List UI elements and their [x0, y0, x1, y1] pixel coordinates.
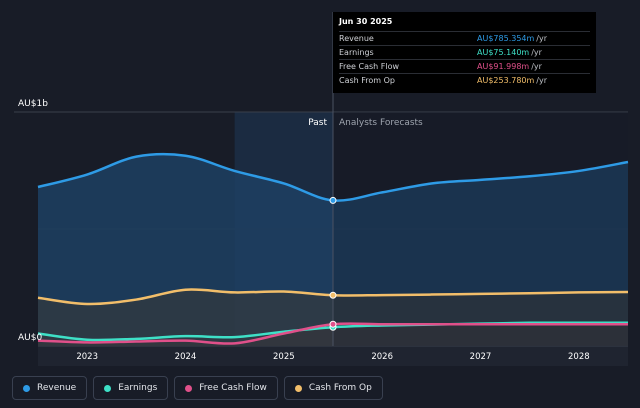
x-tick-label: 2024 [175, 352, 197, 362]
legend-item-earnings[interactable]: Earnings [93, 376, 169, 400]
tooltip-label: Free Cash Flow [339, 62, 400, 71]
tooltip-label: Earnings [339, 48, 374, 57]
cash-from-op-dot-icon [294, 384, 302, 392]
tooltip-value: AU$253.780m [477, 76, 535, 85]
cash-from-op-marker [329, 291, 337, 299]
legend: Revenue Earnings Free Cash Flow Cash Fro… [12, 376, 383, 400]
legend-label: Earnings [118, 383, 158, 393]
tooltip-value: AU$75.140m [477, 48, 530, 57]
legend-item-revenue[interactable]: Revenue [12, 376, 88, 400]
tooltip-row-revenue: Revenue AU$785.354m /yr [339, 31, 590, 45]
tooltip-row-cash-from-op: Cash From Op AU$253.780m /yr [339, 73, 590, 87]
revenue-dot-icon [23, 384, 30, 392]
y-axis-top-label: AU$1b [18, 99, 48, 109]
revenue-marker [329, 196, 337, 204]
legend-item-free-cash-flow[interactable]: Free Cash Flow [174, 376, 278, 400]
tooltip: Jun 30 2025 Revenue AU$785.354m /yr Earn… [333, 12, 596, 93]
tooltip-unit: /yr [536, 34, 548, 43]
free-cash-flow-dot-icon [185, 384, 193, 392]
past-label: Past [308, 118, 327, 128]
tooltip-date: Jun 30 2025 [339, 17, 393, 26]
tooltip-value: AU$91.998m [477, 62, 530, 71]
x-tick-label: 2023 [76, 352, 98, 362]
x-tick-label: 2025 [273, 352, 295, 362]
y-axis-bottom-label: AU$0 [18, 333, 42, 343]
x-axis-strip [38, 346, 628, 366]
tooltip-row-free-cash-flow: Free Cash Flow AU$91.998m /yr [339, 59, 590, 73]
tooltip-value: AU$785.354m [477, 34, 535, 43]
tooltip-row-earnings: Earnings AU$75.140m /yr [339, 45, 590, 59]
tooltip-unit: /yr [531, 62, 542, 71]
legend-item-cash-from-op[interactable]: Cash From Op [283, 376, 383, 400]
tooltip-unit: /yr [531, 48, 542, 57]
x-tick-label: 2026 [371, 352, 393, 362]
legend-label: Free Cash Flow [199, 383, 267, 393]
tooltip-unit: /yr [536, 76, 548, 85]
free-cash-flow-marker [329, 320, 337, 328]
x-tick-label: 2027 [470, 352, 492, 362]
x-tick-label: 2028 [568, 352, 590, 362]
tooltip-label: Revenue [339, 34, 374, 43]
forecast-label: Analysts Forecasts [339, 118, 423, 128]
earnings-dot-icon [104, 384, 112, 392]
legend-label: Cash From Op [308, 383, 372, 393]
legend-label: Revenue [37, 383, 77, 393]
tooltip-label: Cash From Op [339, 76, 396, 85]
forecast-overlay [333, 112, 628, 346]
